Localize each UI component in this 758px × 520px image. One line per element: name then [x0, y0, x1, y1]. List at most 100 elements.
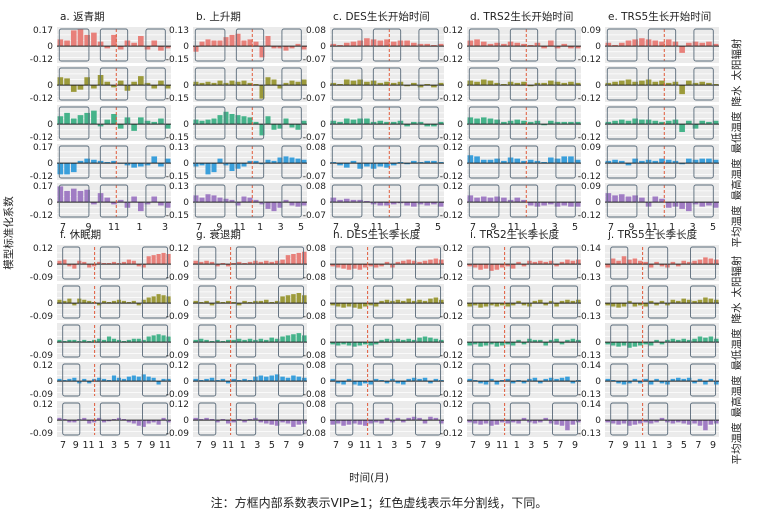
x-tick-label: 7 — [695, 440, 701, 451]
y-tick-label: 0 — [595, 299, 601, 309]
bar — [501, 84, 507, 86]
bar — [217, 197, 223, 203]
bar — [215, 420, 220, 423]
vip-box — [468, 145, 500, 179]
bar — [505, 420, 510, 424]
y-tick-label: 0 — [47, 299, 53, 309]
bar — [639, 38, 645, 47]
bar — [91, 85, 97, 89]
bar — [548, 339, 554, 343]
bar — [411, 300, 417, 304]
chart-title: b. 上升期 — [196, 11, 241, 23]
bar — [390, 121, 397, 125]
vip-box — [610, 324, 629, 358]
bar — [111, 85, 117, 88]
bar — [166, 378, 171, 382]
bar — [193, 119, 199, 125]
bar — [241, 80, 247, 86]
bar — [151, 377, 156, 382]
y-tick-label: 0 — [457, 260, 463, 270]
vip-box — [278, 324, 305, 358]
vip-box — [509, 324, 531, 358]
y-tick-label: -0.08 — [303, 390, 327, 400]
bar — [505, 342, 510, 345]
bar — [335, 264, 341, 268]
x-tick-label: 1 — [377, 440, 383, 451]
bar — [610, 420, 616, 424]
y-tick-label: -0.08 — [303, 312, 327, 322]
bar — [242, 420, 247, 423]
bar — [384, 39, 390, 47]
vip-box — [647, 324, 669, 358]
bar — [302, 295, 307, 304]
bar — [70, 85, 77, 92]
bar — [291, 254, 296, 265]
bar — [433, 417, 439, 421]
bar — [516, 380, 521, 382]
bar — [102, 300, 107, 304]
bar — [494, 42, 500, 47]
y-tick-label: 0 — [47, 198, 53, 208]
vip-box — [235, 285, 257, 319]
bar — [235, 163, 241, 169]
bar — [343, 163, 350, 168]
bar — [605, 193, 612, 203]
y-axis-label: 模型标准化系数 — [2, 196, 15, 270]
y-tick-label: -0.12 — [30, 133, 53, 143]
bar — [712, 202, 719, 208]
bar — [235, 33, 241, 47]
vip-box — [198, 285, 217, 319]
bar — [428, 416, 433, 421]
chart-title: h. DES生长季长度 — [333, 228, 421, 241]
bar — [627, 259, 632, 265]
bar — [384, 121, 390, 125]
bar — [422, 336, 428, 343]
bar — [346, 264, 352, 270]
bar — [274, 420, 280, 426]
bar — [193, 195, 199, 203]
bar — [612, 81, 618, 86]
bar — [384, 261, 390, 265]
bar — [417, 299, 422, 304]
bar — [474, 81, 480, 86]
bar — [500, 380, 505, 382]
bar — [417, 162, 424, 164]
bar — [692, 82, 699, 86]
bar — [259, 202, 265, 205]
bar — [570, 300, 576, 304]
bar — [70, 30, 77, 47]
bar — [146, 336, 151, 343]
bar — [565, 420, 570, 431]
bar — [131, 163, 137, 168]
vip-box — [552, 363, 579, 397]
bar — [136, 303, 141, 306]
x-tick-label: 9 — [85, 222, 91, 233]
bar — [665, 82, 672, 86]
bar — [692, 41, 699, 47]
bar — [274, 374, 280, 382]
bar — [494, 420, 500, 425]
vip-box — [415, 402, 442, 436]
bar — [72, 377, 77, 382]
bar — [64, 40, 70, 47]
bar — [138, 117, 144, 125]
vip-box — [194, 67, 226, 101]
bar — [618, 119, 625, 125]
bar — [158, 118, 164, 125]
bar — [198, 338, 204, 343]
x-tick-label: 9 — [572, 440, 578, 451]
bar — [144, 202, 151, 205]
y-tick-label: 0.13 — [169, 26, 189, 36]
y-tick-label: 0 — [320, 416, 326, 426]
bar — [117, 199, 124, 203]
y-tick-label: 0.13 — [169, 143, 189, 153]
bar — [401, 420, 406, 423]
bar — [570, 260, 576, 265]
bar — [538, 299, 543, 304]
bar — [87, 264, 92, 268]
bar — [712, 84, 719, 86]
right-variable-labels: 平均温度 最高温度 最低温度 降水 太阳辐射 — [730, 255, 743, 464]
bar — [554, 121, 561, 125]
bar — [337, 84, 343, 86]
x-tick-label: 7 — [608, 440, 614, 451]
